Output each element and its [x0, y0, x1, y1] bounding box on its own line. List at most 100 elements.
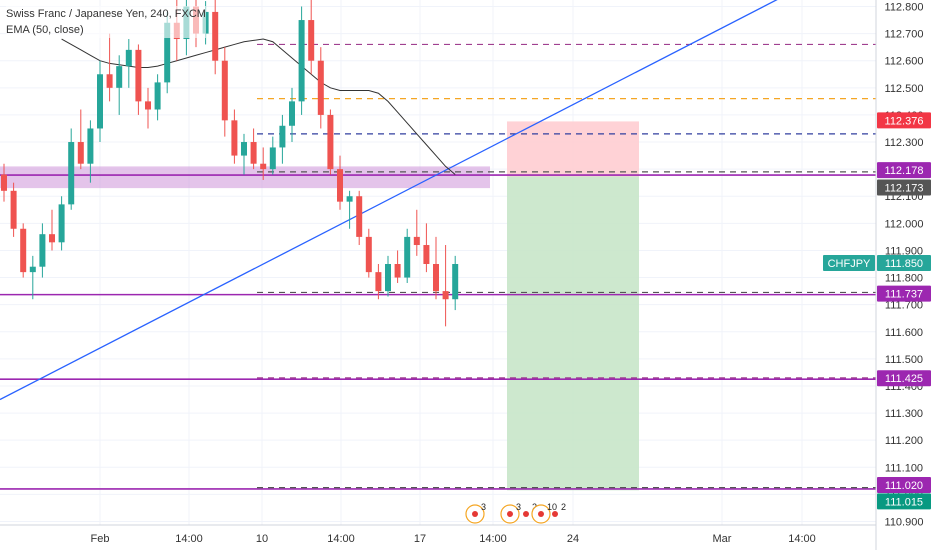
ema-line: [61, 38, 456, 175]
candle-body: [164, 22, 171, 83]
y-tick-label: 112.700: [885, 29, 924, 41]
price-badge-label: 111.015: [885, 496, 923, 508]
y-tick-label: 111.200: [885, 435, 923, 447]
ascending-trendline[interactable]: [0, 0, 790, 401]
candle-body: [154, 82, 161, 110]
candle-body: [49, 234, 55, 243]
y-tick-label: 111.800: [885, 273, 923, 285]
candle-body: [10, 190, 17, 229]
candle-body: [269, 147, 276, 170]
candle-body: [212, 11, 219, 61]
candle-body: [394, 264, 401, 278]
candle-body: [375, 272, 382, 292]
event-dot[interactable]: [523, 511, 529, 517]
x-tick-label: 14:00: [175, 533, 203, 545]
candle-body: [452, 264, 459, 300]
candle-body: [221, 60, 228, 121]
candle-body: [87, 128, 94, 164]
y-tick-label: 112.000: [885, 218, 924, 230]
x-tick-label: 14:00: [479, 533, 507, 545]
price-badge-label: 112.178: [885, 165, 924, 177]
event-badges[interactable]: 332102: [465, 502, 566, 524]
candle-body: [337, 169, 343, 202]
price-badge: [877, 179, 931, 196]
x-tick-label: 14:00: [327, 533, 355, 545]
grid: [0, 0, 876, 525]
candle-body: [77, 142, 84, 164]
x-tick-label: 24: [567, 533, 579, 545]
price-axis[interactable]: 112.800112.700112.600112.500112.400112.3…: [875, 0, 924, 550]
candle-body: [241, 142, 247, 156]
stop-loss-area[interactable]: [507, 121, 639, 177]
ema-50-line: [61, 38, 456, 175]
candle-body: [39, 234, 46, 267]
candle-body: [97, 74, 103, 129]
price-badge: [877, 162, 931, 179]
candle-body: [20, 228, 27, 273]
candle-body: [116, 66, 123, 88]
candle-body: [413, 236, 420, 246]
candle-body: [423, 245, 430, 264]
price-badge: [877, 112, 931, 129]
y-tick-label: 112.600: [885, 56, 924, 68]
chart-legend: Swiss Franc / Japanese Yen, 240, FXCM EM…: [6, 6, 206, 38]
event-dot[interactable]: [472, 511, 478, 517]
candle-body: [250, 142, 257, 164]
candle-body: [442, 291, 449, 300]
candle-body: [125, 49, 132, 67]
candle-body: [356, 196, 363, 237]
event-count: 3: [481, 502, 486, 512]
candle-body: [29, 266, 36, 273]
indicator-label: EMA (50, close): [6, 24, 84, 36]
price-badge-label: 111.737: [885, 289, 923, 301]
candles: [1, 0, 459, 327]
x-tick-label: Feb: [91, 533, 110, 545]
x-tick-label: 17: [414, 533, 426, 545]
x-tick-label: 10: [256, 533, 268, 545]
price-badge: [877, 476, 931, 493]
candle-body: [58, 204, 65, 243]
candle-body: [1, 174, 7, 191]
price-badge: [877, 493, 931, 510]
y-tick-label: 112.800: [885, 2, 924, 14]
candle-body: [385, 264, 391, 292]
candle-body: [135, 49, 142, 102]
price-badge-label: 112.376: [885, 115, 924, 127]
y-tick-label: 111.500: [885, 354, 923, 366]
candle-body: [365, 236, 372, 273]
horizontal-levels[interactable]: [0, 43, 876, 490]
y-tick-label: 111.300: [885, 408, 923, 420]
take-profit-area[interactable]: [507, 176, 639, 491]
time-axis[interactable]: Feb 14:00 10 14:00 17 14:00 24 Mar 14:00: [0, 524, 876, 545]
x-tick-label: Mar: [713, 533, 732, 545]
event-count: 2: [561, 502, 566, 512]
price-badge: [877, 255, 931, 271]
event-dot[interactable]: [552, 511, 558, 517]
symbol-title: Swiss Franc / Japanese Yen, 240, FXCM: [6, 8, 206, 20]
candle-body: [231, 120, 238, 156]
price-badge-label: 111.425: [885, 373, 923, 385]
symbol-badge: [823, 255, 875, 271]
event-dot[interactable]: [507, 511, 513, 517]
y-tick-label: 111.900: [885, 245, 923, 257]
short-position-tool[interactable]: [507, 121, 639, 491]
candle-body: [298, 20, 305, 102]
candle-body: [308, 20, 315, 61]
event-dot[interactable]: [538, 511, 544, 517]
candle-body: [346, 196, 353, 202]
trendline[interactable]: [0, 0, 790, 401]
price-badge-label: 112.173: [885, 182, 924, 194]
candle-body: [106, 74, 113, 88]
candle-body: [260, 163, 267, 170]
candle-body: [68, 142, 75, 205]
candle-body: [289, 101, 295, 126]
price-badge-label: 111.850: [885, 258, 923, 270]
price-badge-label: 111.020: [885, 480, 923, 492]
candle-body: [404, 236, 411, 278]
price-badges: 112.376 112.178 112.173 CHFJPY 111.850 111.73…: [823, 112, 931, 510]
candle-body: [279, 125, 286, 148]
x-tick-label: 14:00: [788, 533, 816, 545]
price-badge: [877, 370, 931, 387]
y-tick-label: 111.600: [885, 327, 923, 339]
